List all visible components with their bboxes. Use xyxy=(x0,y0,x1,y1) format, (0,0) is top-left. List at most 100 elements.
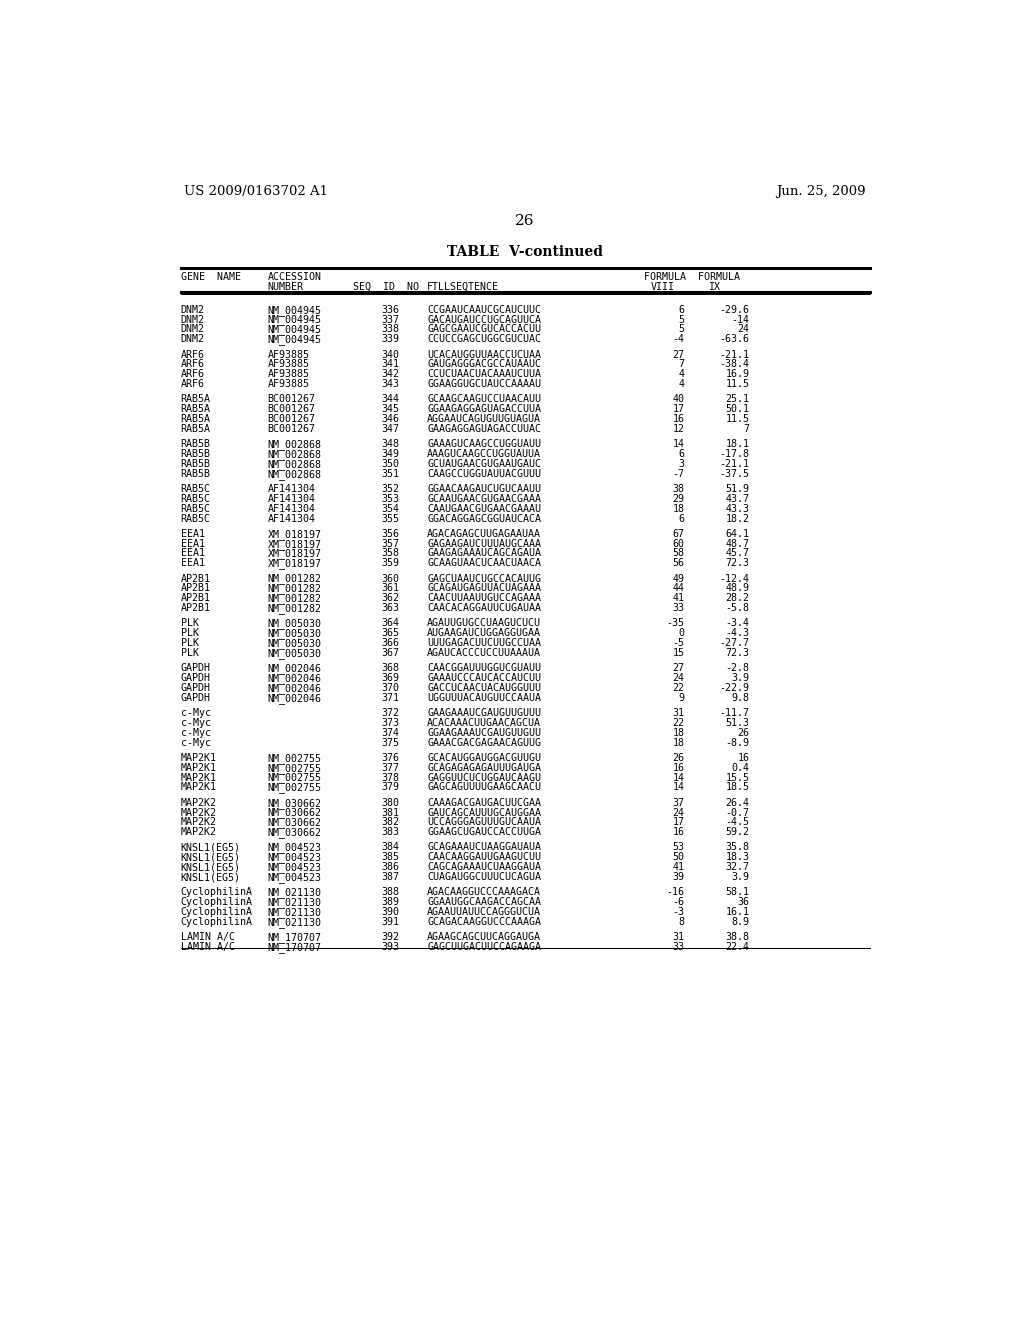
Text: 45.7: 45.7 xyxy=(726,549,750,558)
Text: EEA1: EEA1 xyxy=(180,549,205,558)
Text: -6: -6 xyxy=(673,898,684,907)
Text: 353: 353 xyxy=(381,494,399,504)
Text: GGAAGCUGAUCCACCUUGA: GGAAGCUGAUCCACCUUGA xyxy=(427,828,541,837)
Text: 5: 5 xyxy=(679,314,684,325)
Text: NM_001282: NM_001282 xyxy=(267,593,322,605)
Text: 389: 389 xyxy=(381,898,399,907)
Text: 26: 26 xyxy=(737,727,750,738)
Text: MAP2K1: MAP2K1 xyxy=(180,763,217,772)
Text: NM_002868: NM_002868 xyxy=(267,449,322,459)
Text: BC001267: BC001267 xyxy=(267,424,315,434)
Text: 392: 392 xyxy=(381,932,399,942)
Text: MAP2K2: MAP2K2 xyxy=(180,817,217,828)
Text: 349: 349 xyxy=(381,449,399,459)
Text: 6: 6 xyxy=(679,449,684,459)
Text: -21.1: -21.1 xyxy=(720,350,750,359)
Text: 28.2: 28.2 xyxy=(726,593,750,603)
Text: RAB5C: RAB5C xyxy=(180,484,211,494)
Text: GAAGAGGAGUAGACCUUAC: GAAGAGGAGUAGACCUUAC xyxy=(427,424,541,434)
Text: 32.7: 32.7 xyxy=(726,862,750,873)
Text: CCUCCGAGCUGGCGUCUAC: CCUCCGAGCUGGCGUCUAC xyxy=(427,334,541,345)
Text: KNSL1(EG5): KNSL1(EG5) xyxy=(180,862,241,873)
Text: 3.9: 3.9 xyxy=(731,673,750,682)
Text: -38.4: -38.4 xyxy=(720,359,750,370)
Text: 343: 343 xyxy=(381,379,399,389)
Text: -2.8: -2.8 xyxy=(726,663,750,673)
Text: NM_021130: NM_021130 xyxy=(267,898,322,908)
Text: 26.4: 26.4 xyxy=(726,797,750,808)
Text: NM_002755: NM_002755 xyxy=(267,772,322,784)
Text: 44: 44 xyxy=(673,583,684,594)
Text: NM_001282: NM_001282 xyxy=(267,603,322,614)
Text: NM_002868: NM_002868 xyxy=(267,469,322,479)
Text: NM_005030: NM_005030 xyxy=(267,648,322,659)
Text: -63.6: -63.6 xyxy=(720,334,750,345)
Text: 364: 364 xyxy=(381,618,399,628)
Text: 14: 14 xyxy=(673,772,684,783)
Text: ARF6: ARF6 xyxy=(180,359,205,370)
Text: CCGAAUCAAUCGCAUCUUC: CCGAAUCAAUCGCAUCUUC xyxy=(427,305,541,314)
Text: 72.3: 72.3 xyxy=(726,648,750,657)
Text: 24: 24 xyxy=(673,673,684,682)
Text: 339: 339 xyxy=(381,334,399,345)
Text: 16.9: 16.9 xyxy=(726,370,750,379)
Text: 5: 5 xyxy=(679,325,684,334)
Text: EEA1: EEA1 xyxy=(180,529,205,539)
Text: GCAGACAAGGUCCCAAAGA: GCAGACAAGGUCCCAAAGA xyxy=(427,917,541,927)
Text: 373: 373 xyxy=(381,718,399,727)
Text: 365: 365 xyxy=(381,628,399,639)
Text: 27: 27 xyxy=(673,663,684,673)
Text: DNM2: DNM2 xyxy=(180,334,205,345)
Text: 383: 383 xyxy=(381,828,399,837)
Text: AGAAGCAGCUUCAGGAUGA: AGAAGCAGCUUCAGGAUGA xyxy=(427,932,541,942)
Text: 58: 58 xyxy=(673,549,684,558)
Text: NM_030662: NM_030662 xyxy=(267,817,322,828)
Text: GACAUGAUCCUGCAGUUCA: GACAUGAUCCUGCAGUUCA xyxy=(427,314,541,325)
Text: GCAAGCAAGUCCUAACAUU: GCAAGCAAGUCCUAACAUU xyxy=(427,395,541,404)
Text: AGAUCACCCUCCUUAAAUA: AGAUCACCCUCCUUAAAUA xyxy=(427,648,541,657)
Text: NM_030662: NM_030662 xyxy=(267,828,322,838)
Text: 375: 375 xyxy=(381,738,399,747)
Text: 340: 340 xyxy=(381,350,399,359)
Text: US 2009/0163702 A1: US 2009/0163702 A1 xyxy=(183,185,328,198)
Text: CAACACAGGAUUCUGAUAA: CAACACAGGAUUCUGAUAA xyxy=(427,603,541,614)
Text: GACCUCAACUACAUGGUUU: GACCUCAACUACAUGGUUU xyxy=(427,682,541,693)
Text: 385: 385 xyxy=(381,853,399,862)
Text: ARF6: ARF6 xyxy=(180,379,205,389)
Text: CAAUGAACGUGAACGAAAU: CAAUGAACGUGAACGAAAU xyxy=(427,504,541,513)
Text: 358: 358 xyxy=(381,549,399,558)
Text: 26: 26 xyxy=(673,752,684,763)
Text: 22.4: 22.4 xyxy=(726,942,750,952)
Text: GAGCUAAUCUGCCACAUUG: GAGCUAAUCUGCCACAUUG xyxy=(427,574,541,583)
Text: NM_004945: NM_004945 xyxy=(267,325,322,335)
Text: -22.9: -22.9 xyxy=(720,682,750,693)
Text: GAGCGAAUCGUCACCACUU: GAGCGAAUCGUCACCACUU xyxy=(427,325,541,334)
Text: GAPDH: GAPDH xyxy=(180,693,211,702)
Text: -29.6: -29.6 xyxy=(720,305,750,314)
Text: ARF6: ARF6 xyxy=(180,370,205,379)
Text: 14: 14 xyxy=(673,783,684,792)
Text: RAB5A: RAB5A xyxy=(180,395,211,404)
Text: 38: 38 xyxy=(673,484,684,494)
Text: 361: 361 xyxy=(381,583,399,594)
Text: AP2B1: AP2B1 xyxy=(180,574,211,583)
Text: 15.5: 15.5 xyxy=(726,772,750,783)
Text: LAMIN A/C: LAMIN A/C xyxy=(180,932,234,942)
Text: RAB5B: RAB5B xyxy=(180,459,211,469)
Text: MAP2K1: MAP2K1 xyxy=(180,772,217,783)
Text: 336: 336 xyxy=(381,305,399,314)
Text: 337: 337 xyxy=(381,314,399,325)
Text: GGAAUGGCAAGACCAGCAA: GGAAUGGCAAGACCAGCAA xyxy=(427,898,541,907)
Text: 387: 387 xyxy=(381,873,399,882)
Text: NM_001282: NM_001282 xyxy=(267,574,322,585)
Text: 346: 346 xyxy=(381,414,399,424)
Text: BC001267: BC001267 xyxy=(267,395,315,404)
Text: 376: 376 xyxy=(381,752,399,763)
Text: ACACAAACUUGAACAGCUA: ACACAAACUUGAACAGCUA xyxy=(427,718,541,727)
Text: GCACAUGGAUGGACGUUGU: GCACAUGGAUGGACGUUGU xyxy=(427,752,541,763)
Text: 368: 368 xyxy=(381,663,399,673)
Text: UGGUUUACAUGUUCCAAUA: UGGUUUACAUGUUCCAAUA xyxy=(427,693,541,702)
Text: -37.5: -37.5 xyxy=(720,469,750,479)
Text: NM_004523: NM_004523 xyxy=(267,862,322,873)
Text: 381: 381 xyxy=(381,808,399,817)
